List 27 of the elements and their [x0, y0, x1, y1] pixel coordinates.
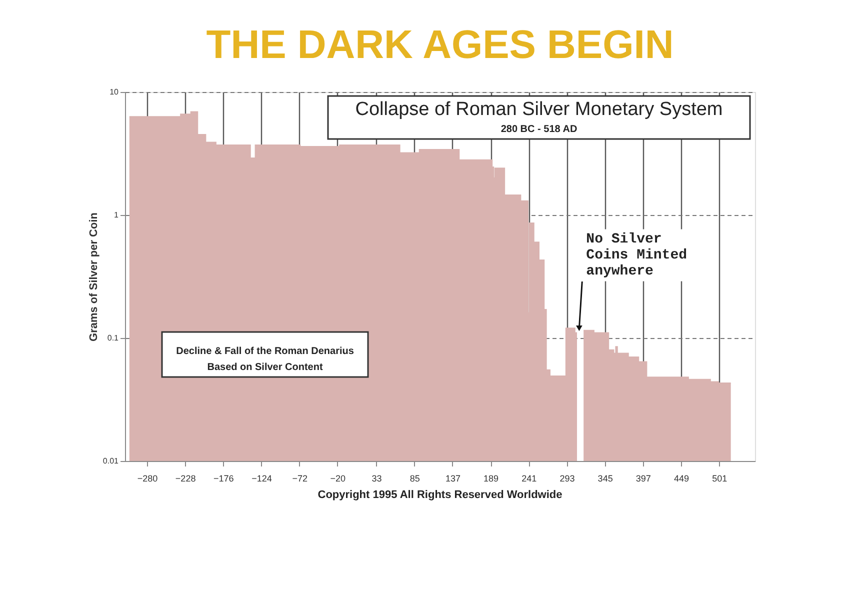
x-tick-label: 189	[484, 474, 499, 484]
x-tick-label: 449	[674, 474, 690, 484]
x-tick-label: −280	[137, 474, 158, 484]
y-tick-label: 0.01	[102, 456, 120, 466]
annotation: 280 BC - 518 AD	[500, 124, 578, 135]
x-tick-label: 137	[445, 474, 460, 484]
chart-title: THE DARK AGES BEGIN	[206, 23, 674, 67]
x-tick-label: 241	[522, 474, 537, 484]
x-tick-label: 345	[598, 474, 613, 484]
x-tick-label: −124	[252, 474, 272, 484]
y-axis-title: Grams of Silver per Coin	[88, 212, 100, 342]
x-tick-label: 33	[372, 474, 382, 484]
y-tick-label: 0.1	[107, 334, 120, 342]
y-tick-label: 1	[114, 210, 120, 220]
chart-subtitle: Collapse of Roman Silver Monetary System	[355, 99, 723, 120]
x-tick-label: 293	[560, 474, 575, 484]
x-tick-label: −72	[292, 474, 308, 484]
annotation: Decline & Fall of the Roman Denarius Based on Silver Content	[176, 346, 354, 373]
x-tick-label: 501	[712, 474, 728, 484]
x-tick-label: −228	[175, 474, 196, 484]
x-tick-label: 85	[410, 474, 420, 484]
annotation: No Silver Coins Minted anywhere	[586, 231, 688, 280]
y-tick-label: 10	[110, 88, 120, 96]
x-tick-label: −20	[330, 474, 346, 484]
text: Copyright 1995 All Rights Reserved Worldwide	[318, 489, 562, 501]
x-tick-label: 397	[636, 474, 651, 484]
x-tick-label: −176	[214, 474, 234, 484]
